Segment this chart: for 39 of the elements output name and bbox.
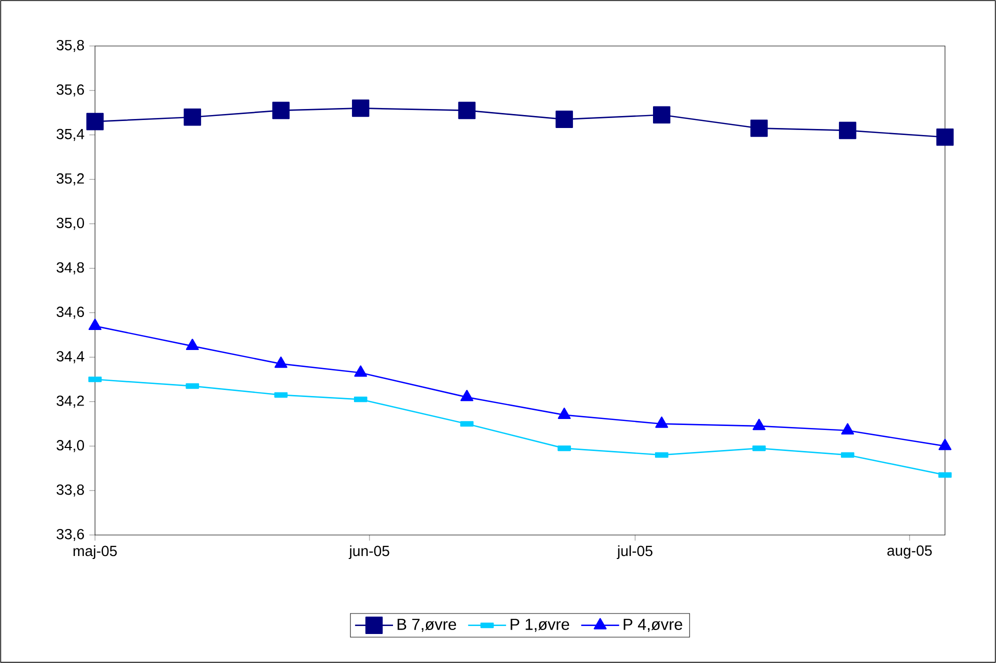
x-tick-label: aug-05 bbox=[887, 545, 932, 559]
y-tick-label: 34,0 bbox=[56, 440, 84, 452]
y-tick-label: 34,8 bbox=[56, 262, 84, 274]
point bbox=[655, 416, 668, 428]
y-tick-label: 35,6 bbox=[56, 84, 84, 97]
point bbox=[88, 318, 102, 330]
point bbox=[558, 408, 571, 419]
point bbox=[556, 110, 573, 128]
point bbox=[184, 108, 202, 126]
y-tick-label: 34,2 bbox=[56, 396, 84, 408]
point bbox=[838, 122, 856, 140]
point bbox=[653, 106, 670, 124]
point bbox=[460, 390, 474, 402]
point bbox=[354, 365, 368, 377]
y-tick-label: 35,4 bbox=[56, 128, 84, 141]
point bbox=[841, 423, 854, 435]
legend-label: P 4,øvre bbox=[624, 618, 682, 632]
y-tick-label: 35,8 bbox=[56, 40, 84, 52]
y-tick-label: 35,2 bbox=[56, 173, 84, 186]
legend-label: B 7,øvre bbox=[398, 618, 456, 632]
point bbox=[752, 418, 766, 430]
y-tick-label: 34,6 bbox=[56, 306, 84, 319]
point bbox=[458, 102, 476, 120]
point bbox=[186, 338, 199, 350]
point bbox=[86, 112, 104, 130]
point bbox=[274, 356, 288, 368]
y-tick-label: 34,4 bbox=[56, 351, 84, 364]
point bbox=[938, 438, 952, 450]
y-tick-label: 33,8 bbox=[56, 484, 84, 497]
point bbox=[272, 102, 290, 120]
point bbox=[936, 128, 954, 146]
x-tick-label: maj-05 bbox=[74, 545, 117, 560]
point bbox=[352, 100, 370, 117]
point bbox=[750, 120, 768, 137]
x-tick-label: jun-05 bbox=[348, 545, 390, 560]
x-tick-label: jul-05 bbox=[616, 545, 652, 560]
y-tick-label: 35,0 bbox=[56, 218, 84, 230]
legend-label: P 1,øvre bbox=[510, 618, 570, 632]
y-tick-label: 33,6 bbox=[56, 528, 84, 542]
